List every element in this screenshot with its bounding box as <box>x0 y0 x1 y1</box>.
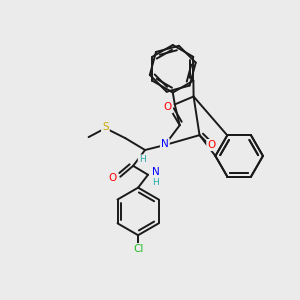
Text: H: H <box>139 155 145 164</box>
Text: O: O <box>108 173 116 183</box>
Text: O: O <box>164 102 172 112</box>
Text: Cl: Cl <box>133 244 143 254</box>
Text: N: N <box>152 167 160 177</box>
Text: S: S <box>102 122 109 132</box>
Text: N: N <box>161 139 169 149</box>
Text: O: O <box>207 140 216 150</box>
Text: H: H <box>153 178 159 187</box>
